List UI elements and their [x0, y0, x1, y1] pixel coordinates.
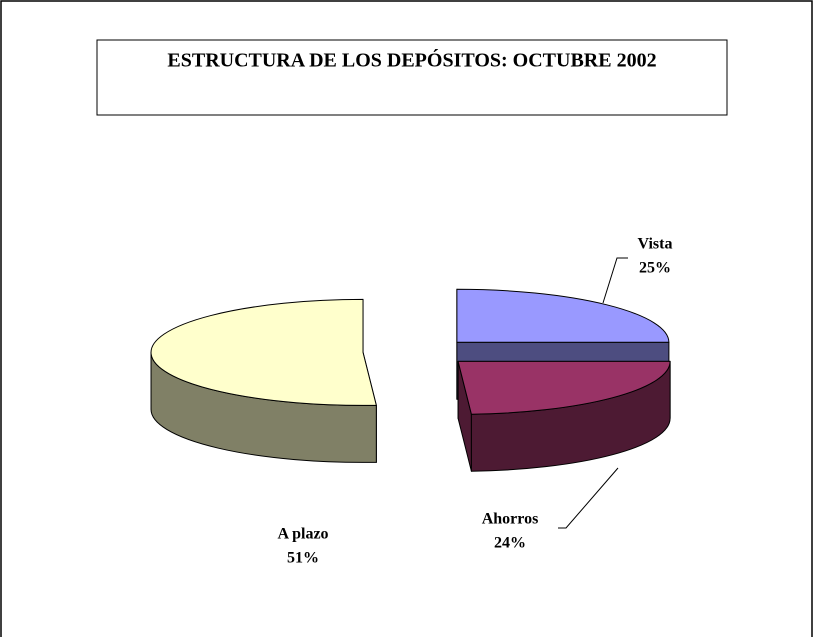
title-box [96, 39, 728, 116]
slice-label: Vista [638, 236, 673, 253]
leader-line [558, 467, 619, 529]
slice-value-label: 51% [287, 550, 319, 567]
slice-value-label: 24% [494, 535, 526, 552]
leader-line [602, 257, 628, 304]
chart-title: ESTRUCTURA DE LOS DEPÓSITOS: OCTUBRE 200… [167, 48, 656, 72]
slice-top [456, 288, 670, 343]
slice-top [457, 360, 671, 415]
slice-label: Ahorros [482, 511, 539, 528]
slice-value-label: 25% [639, 260, 671, 277]
slice-label: A plazo [277, 526, 328, 543]
slice-top [150, 298, 377, 406]
